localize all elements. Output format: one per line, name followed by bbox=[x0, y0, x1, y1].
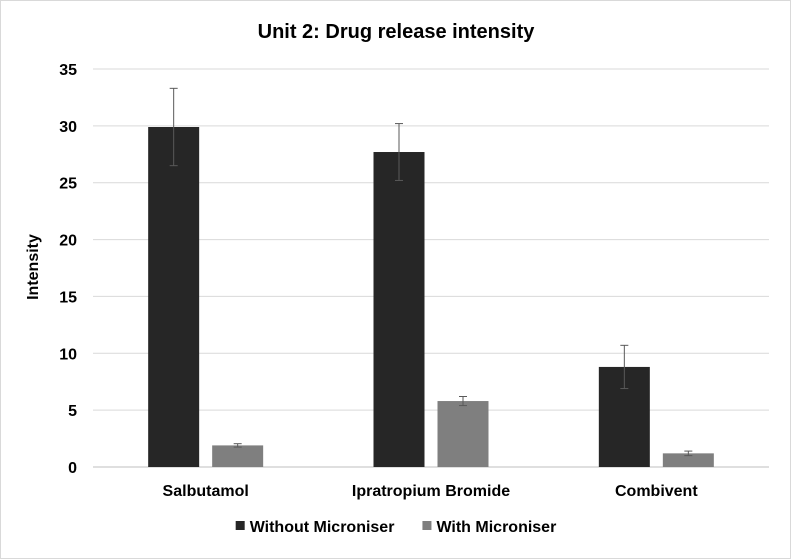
bar bbox=[662, 453, 714, 467]
x-tick-label: Ipratropium Bromide bbox=[352, 483, 510, 500]
y-axis-ticks: 0 5 10 15 20 25 30 35 bbox=[59, 62, 77, 477]
y-tick-label: 15 bbox=[59, 289, 77, 306]
bar bbox=[148, 126, 200, 467]
y-tick-label: 30 bbox=[59, 119, 77, 136]
error-bar bbox=[684, 450, 693, 457]
error-bar bbox=[620, 344, 629, 390]
error-bar bbox=[459, 395, 467, 407]
x-axis-ticks: Salbutamol Ipratropium Bromide Combivent bbox=[163, 483, 699, 500]
error-bars bbox=[169, 87, 693, 457]
error-bar bbox=[395, 123, 403, 181]
bar bbox=[373, 152, 425, 468]
legend-label: With Microniser bbox=[436, 519, 556, 536]
gridlines bbox=[93, 68, 769, 468]
y-tick-label: 10 bbox=[59, 346, 77, 363]
chart-title: Unit 2: Drug release intensity bbox=[258, 21, 536, 43]
x-tick-label: Salbutamol bbox=[163, 483, 249, 500]
bar bbox=[212, 445, 264, 467]
error-bar bbox=[233, 443, 242, 448]
legend-swatch bbox=[422, 521, 432, 530]
y-axis-title: Intensity bbox=[25, 234, 42, 300]
legend: Without Microniser With Microniser bbox=[235, 519, 556, 536]
y-tick-label: 20 bbox=[59, 233, 77, 250]
error-bar bbox=[169, 87, 178, 167]
y-tick-label: 25 bbox=[59, 176, 77, 193]
x-tick-label: Combivent bbox=[615, 483, 698, 500]
bar bbox=[437, 401, 489, 467]
legend-label: Without Microniser bbox=[250, 519, 395, 536]
legend-item: With Microniser bbox=[422, 519, 556, 536]
y-tick-label: 0 bbox=[68, 460, 77, 477]
y-tick-label: 5 bbox=[68, 403, 77, 420]
y-tick-label: 35 bbox=[59, 62, 77, 79]
legend-swatch bbox=[235, 521, 245, 530]
legend-item: Without Microniser bbox=[235, 519, 395, 536]
bars bbox=[148, 126, 714, 468]
